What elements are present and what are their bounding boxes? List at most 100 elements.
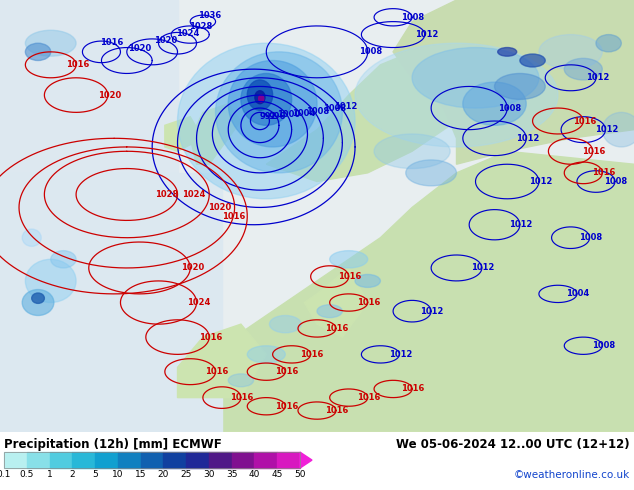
- Bar: [118, 452, 141, 468]
- Polygon shape: [190, 104, 241, 164]
- Text: 1016: 1016: [300, 350, 323, 359]
- Text: 1012: 1012: [516, 134, 540, 143]
- Text: 1008: 1008: [323, 104, 346, 113]
- Ellipse shape: [255, 91, 265, 104]
- Ellipse shape: [25, 259, 76, 302]
- Bar: [4, 452, 300, 468]
- Ellipse shape: [51, 251, 76, 268]
- Ellipse shape: [178, 43, 355, 199]
- Text: 1020: 1020: [129, 44, 152, 53]
- Ellipse shape: [412, 48, 539, 108]
- Text: 1012: 1012: [334, 101, 358, 111]
- Text: 1020: 1020: [154, 36, 177, 45]
- Text: 25: 25: [181, 470, 192, 479]
- Bar: [49, 452, 72, 468]
- Text: 1016: 1016: [205, 367, 228, 376]
- Ellipse shape: [539, 35, 602, 69]
- Text: 1016: 1016: [100, 38, 123, 47]
- Text: 1016: 1016: [573, 117, 596, 125]
- Text: 1016: 1016: [223, 212, 245, 220]
- Text: 1008: 1008: [306, 106, 329, 116]
- Ellipse shape: [564, 58, 602, 80]
- Text: 1016: 1016: [275, 402, 298, 411]
- Text: 1008: 1008: [592, 341, 615, 350]
- Bar: [277, 452, 300, 468]
- Polygon shape: [393, 0, 634, 164]
- Ellipse shape: [247, 80, 273, 110]
- Text: 992: 992: [260, 112, 277, 121]
- Ellipse shape: [247, 346, 285, 363]
- Text: 1016: 1016: [357, 298, 380, 307]
- Text: 1020: 1020: [181, 264, 204, 272]
- Text: 1012: 1012: [389, 350, 412, 359]
- Text: 1016: 1016: [230, 393, 254, 402]
- Text: 996: 996: [269, 112, 286, 121]
- Text: 1008: 1008: [401, 13, 425, 22]
- Bar: [95, 452, 118, 468]
- Text: 1016: 1016: [199, 333, 223, 342]
- Text: 1012: 1012: [510, 220, 533, 229]
- Text: 1016: 1016: [66, 60, 89, 69]
- Text: 1012: 1012: [529, 177, 552, 186]
- Ellipse shape: [22, 290, 54, 316]
- Text: 1000: 1000: [277, 110, 301, 120]
- Bar: [186, 452, 209, 468]
- Ellipse shape: [228, 374, 254, 387]
- Bar: [254, 452, 277, 468]
- Polygon shape: [178, 151, 634, 432]
- Text: 1020: 1020: [209, 203, 231, 212]
- Text: 1012: 1012: [586, 74, 609, 82]
- Ellipse shape: [22, 229, 41, 246]
- Text: 1016: 1016: [275, 367, 298, 376]
- Text: 50: 50: [294, 470, 306, 479]
- Text: 0.1: 0.1: [0, 470, 11, 479]
- Text: 1016: 1016: [592, 169, 615, 177]
- Polygon shape: [266, 52, 495, 181]
- Text: 1008: 1008: [579, 233, 602, 242]
- Bar: [0, 173, 222, 432]
- Polygon shape: [178, 324, 266, 397]
- Text: 1028: 1028: [155, 190, 178, 199]
- Text: Precipitation (12h) [mm] ECMWF: Precipitation (12h) [mm] ECMWF: [4, 438, 222, 451]
- Ellipse shape: [602, 112, 634, 147]
- Text: 1016: 1016: [325, 406, 349, 415]
- Text: 1016: 1016: [325, 324, 349, 333]
- Ellipse shape: [520, 54, 545, 67]
- Text: 1020: 1020: [98, 91, 121, 99]
- Text: 20: 20: [158, 470, 169, 479]
- Text: 45: 45: [271, 470, 283, 479]
- Ellipse shape: [355, 43, 558, 147]
- Text: 1024: 1024: [176, 29, 199, 38]
- Polygon shape: [304, 268, 368, 337]
- Ellipse shape: [355, 274, 380, 288]
- Text: 1036: 1036: [198, 11, 221, 20]
- Text: 1004: 1004: [292, 109, 315, 118]
- Bar: [209, 452, 231, 468]
- Text: 1024: 1024: [187, 298, 210, 307]
- Ellipse shape: [216, 52, 342, 173]
- Text: 5: 5: [92, 470, 98, 479]
- Ellipse shape: [498, 48, 517, 56]
- Text: 1024: 1024: [182, 190, 205, 199]
- Ellipse shape: [374, 134, 450, 169]
- Text: 2: 2: [70, 470, 75, 479]
- Text: 10: 10: [112, 470, 124, 479]
- Ellipse shape: [25, 30, 76, 56]
- Text: 1012: 1012: [595, 125, 618, 134]
- Text: 1008: 1008: [604, 177, 628, 186]
- Ellipse shape: [241, 74, 292, 125]
- Text: 1004: 1004: [566, 290, 590, 298]
- Text: 15: 15: [135, 470, 146, 479]
- Text: 1008: 1008: [359, 48, 382, 56]
- Ellipse shape: [228, 60, 317, 147]
- Text: 1016: 1016: [401, 385, 425, 393]
- Text: ©weatheronline.co.uk: ©weatheronline.co.uk: [514, 470, 630, 480]
- Text: 1012: 1012: [420, 307, 444, 316]
- Ellipse shape: [463, 82, 526, 125]
- Bar: [231, 452, 254, 468]
- Text: We 05-06-2024 12..00 UTC (12+12): We 05-06-2024 12..00 UTC (12+12): [396, 438, 630, 451]
- Text: 30: 30: [203, 470, 215, 479]
- Polygon shape: [165, 117, 203, 151]
- Bar: [4, 452, 27, 468]
- Text: 1028: 1028: [188, 22, 212, 31]
